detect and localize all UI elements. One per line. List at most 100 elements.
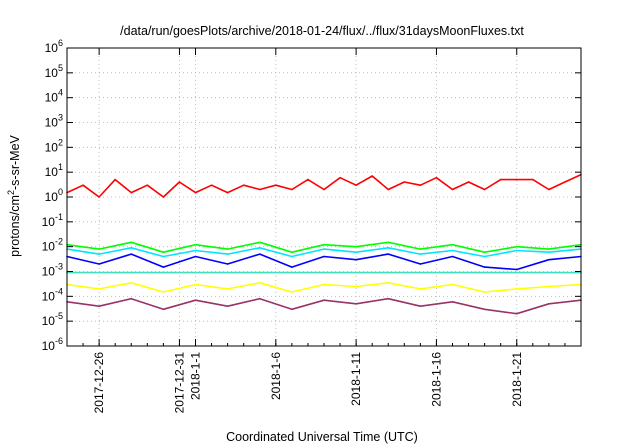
data-point [483,308,486,311]
data-point [467,181,470,183]
data-point [548,285,550,288]
data-point [259,271,261,274]
y-tick-label-base: 10 [45,91,59,105]
y-tick-label-base: 10 [45,190,59,204]
data-point [387,297,390,300]
data-point [291,251,293,253]
y-tick-label: 100 [45,187,63,204]
data-point [435,176,438,179]
x-tick-label: 2018-1-21 [510,352,524,407]
y-tick-label-exponent: -4 [55,286,63,296]
data-point [323,243,325,246]
data-point [451,301,454,303]
data-point [130,241,133,244]
data-point [355,285,357,288]
y-tick-label: 10-1 [42,212,63,229]
y-tick-label-exponent: 0 [58,187,63,197]
data-point [162,266,165,268]
data-point [451,283,454,286]
data-point [259,282,261,284]
data-point [483,255,486,258]
y-tick-label-exponent: -3 [55,262,63,272]
data-point [355,184,357,186]
y-tick-label-base: 10 [42,265,56,279]
data-point [548,251,550,253]
data-point [355,303,357,305]
data-point [226,253,229,255]
y-tick-label-base: 10 [45,66,59,80]
series-layer [66,173,582,315]
data-point [210,184,213,186]
data-point [532,178,534,181]
data-point [451,188,454,191]
data-point [516,268,518,271]
y-tick-label-base: 10 [45,140,59,154]
data-point [259,247,261,249]
data-point [499,178,502,181]
data-point [516,312,518,315]
y-tick-label-exponent: 5 [58,63,63,73]
data-point [194,249,197,252]
y-axis-label-rest: -s-sr-MeV [8,134,22,190]
data-point [162,196,165,198]
data-point [194,299,197,302]
y-tick-label-base: 10 [45,116,59,130]
data-point [371,175,374,177]
data-point [291,255,293,258]
data-point [516,288,518,290]
data-point [194,271,197,274]
data-point [516,178,518,181]
y-tick-label: 10-5 [42,311,63,328]
x-tick-label: 2018-1-6 [269,352,283,400]
data-point [98,263,100,265]
data-point [98,305,100,308]
data-point [259,253,261,255]
data-point [98,248,100,250]
data-point [355,245,357,248]
data-point [98,253,100,255]
data-point [323,271,325,274]
data-point [387,247,390,249]
x-tick-label: 2018-1-1 [189,352,203,400]
data-point [323,299,325,302]
grid-lines [67,48,581,346]
data-point [355,258,357,261]
y-tick-label: 10-6 [42,336,63,353]
data-point [162,251,165,253]
data-point [130,271,133,274]
y-tick-label-base: 10 [42,240,56,254]
data-point [82,184,84,186]
y-tick-label: 10-3 [42,262,63,279]
y-axis-label-superscript: 2 [6,190,16,195]
data-point [564,181,566,183]
y-tick-label-base: 10 [42,339,56,353]
data-point [226,248,229,250]
y-tick-label: 106 [45,38,63,55]
y-tick-label: 10-2 [42,237,63,254]
y-tick-label-exponent: 6 [58,38,63,48]
y-tick-label: 10-4 [42,286,63,303]
data-point [194,283,197,286]
data-point [355,251,357,253]
data-point [130,253,133,255]
data-point [548,248,550,250]
y-tick-label-exponent: 3 [58,113,63,123]
data-point [226,263,229,265]
chart-title: /data/run/goesPlots/archive/2018-01-24/f… [120,24,524,38]
data-point [451,243,454,246]
y-tick-label-exponent: -6 [55,336,63,346]
data-point [291,308,293,311]
data-point [130,282,133,284]
data-point [323,248,325,250]
y-tick-label-exponent: 4 [58,88,63,98]
y-tick-label: 105 [45,63,63,80]
data-point [291,291,293,293]
y-tick-label-base: 10 [45,41,59,55]
y-tick-label-exponent: 1 [58,162,63,172]
data-point [130,191,133,194]
data-point [548,188,550,191]
data-point [419,184,422,186]
y-tick-label-exponent: -2 [55,237,63,247]
y-tick-label: 102 [45,137,63,154]
data-point [483,188,486,191]
